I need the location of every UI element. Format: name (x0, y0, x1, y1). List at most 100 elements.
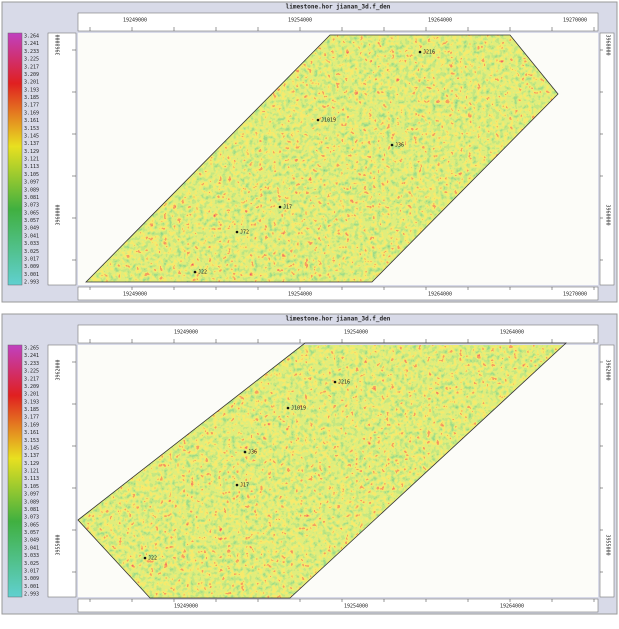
colorbar-label: 3.073 (24, 203, 39, 209)
colorbar-label: 3.185 (24, 407, 39, 413)
colorbar-label: 3.233 (24, 49, 39, 55)
top-axis (77, 12, 599, 32)
colorbar (7, 32, 23, 286)
colorbar-label: 3.169 (24, 422, 39, 428)
colorbar-label: 3.041 (24, 233, 39, 239)
left-axis (47, 344, 77, 598)
x-axis-label: 19264000 (428, 292, 452, 298)
colorbar-label: 3.049 (24, 538, 39, 544)
x-axis-label: 19264000 (500, 330, 524, 336)
survey-outline (77, 342, 568, 599)
colorbar-label: 3.121 (24, 469, 39, 475)
colorbar-label: 2.993 (24, 592, 39, 598)
y-axis-label: 3955000 (56, 534, 62, 555)
colorbar-label: 3.057 (24, 218, 39, 224)
colorbar-label: 2.993 (24, 280, 39, 286)
x-axis-label: 19270000 (563, 292, 587, 298)
colorbar-label: 3.089 (24, 187, 39, 193)
colorbar-label: 3.057 (24, 530, 39, 536)
well-marker (278, 205, 282, 209)
colorbar-label: 3.193 (24, 87, 39, 93)
colorbar-label: 3.097 (24, 180, 39, 186)
colorbar-label: 3.137 (24, 141, 39, 147)
left-axis (47, 32, 77, 286)
well-marker (193, 270, 197, 274)
colorbar-label: 3.264 (24, 34, 39, 40)
right-axis (599, 32, 615, 286)
colorbar-label: 3.017 (24, 256, 39, 262)
colorbar-label: 3.233 (24, 361, 39, 367)
colorbar-label: 3.169 (24, 110, 39, 116)
colorbar-label: 3.129 (24, 461, 39, 467)
y-axis-label: 3968000 (56, 34, 62, 55)
colorbar-label: 3.209 (24, 72, 39, 78)
colorbar-label: 3.017 (24, 568, 39, 574)
well-label: J72 (240, 230, 249, 236)
colorbar-label: 3.113 (24, 164, 39, 170)
colorbar-label: 3.241 (24, 41, 39, 47)
y-axis-label: 3960000 (56, 204, 62, 225)
colorbar-label: 3.225 (24, 369, 39, 375)
colorbar-label: 3.009 (24, 576, 39, 582)
x-axis-label: 19264000 (428, 18, 452, 24)
colorbar-label: 3.065 (24, 522, 39, 528)
x-axis-label: 19249000 (174, 330, 198, 336)
y-axis-label: 3955000 (605, 534, 611, 555)
colorbar-label: 3.113 (24, 476, 39, 482)
colorbar-label: 3.217 (24, 376, 39, 382)
colorbar-label: 3.137 (24, 453, 39, 459)
colorbar-label: 3.153 (24, 126, 39, 132)
colorbar-label: 3.209 (24, 384, 39, 390)
colorbar-label: 3.065 (24, 210, 39, 216)
well-label: J1019 (291, 406, 306, 412)
colorbar-label: 3.121 (24, 157, 39, 163)
well-marker (390, 143, 394, 147)
colorbar (7, 344, 23, 598)
well-marker (235, 230, 239, 234)
y-axis-label: 3968000 (605, 34, 611, 55)
x-axis-label: 19249000 (123, 292, 147, 298)
colorbar-label: 3.001 (24, 272, 39, 278)
colorbar-label: 3.217 (24, 64, 39, 70)
colorbar-label: 3.201 (24, 80, 39, 86)
colorbar-label: 3.105 (24, 172, 39, 178)
colorbar-label: 3.177 (24, 415, 39, 421)
colorbar-label: 3.073 (24, 515, 39, 521)
colorbar-label: 3.033 (24, 241, 39, 247)
well-label: J36 (248, 450, 257, 456)
x-axis-label: 19264000 (500, 604, 524, 610)
well-label: J216 (423, 50, 435, 56)
x-axis-label: 19249000 (123, 18, 147, 24)
y-axis-label: 3960000 (605, 204, 611, 225)
colorbar-label: 3.097 (24, 492, 39, 498)
colorbar-label: 3.025 (24, 561, 39, 567)
well-marker (286, 406, 290, 410)
colorbar-label: 3.153 (24, 438, 39, 444)
survey-outline (85, 34, 559, 283)
well-marker (333, 380, 337, 384)
well-label: J216 (338, 380, 350, 386)
well-label: J1019 (321, 118, 336, 124)
colorbar-label: 3.145 (24, 133, 39, 139)
colorbar-label: 3.009 (24, 264, 39, 270)
colorbar-label: 3.033 (24, 553, 39, 559)
colorbar-label: 3.001 (24, 584, 39, 590)
x-axis-label: 19254000 (344, 604, 368, 610)
well-marker (143, 556, 147, 560)
bottom-axis (77, 598, 599, 613)
well-marker (243, 450, 247, 454)
panel-title: limestone.hor jianan_3d.f_den (286, 4, 391, 11)
y-axis-label: 3962000 (56, 359, 62, 380)
x-axis-label: 19254000 (288, 292, 312, 298)
colorbar-label: 3.225 (24, 57, 39, 63)
well-marker (235, 483, 239, 487)
colorbar-label: 3.193 (24, 399, 39, 405)
well-marker (418, 50, 422, 54)
well-label: J22 (198, 270, 207, 276)
y-axis-label: 3962000 (605, 359, 611, 380)
well-label: J17 (283, 205, 292, 211)
